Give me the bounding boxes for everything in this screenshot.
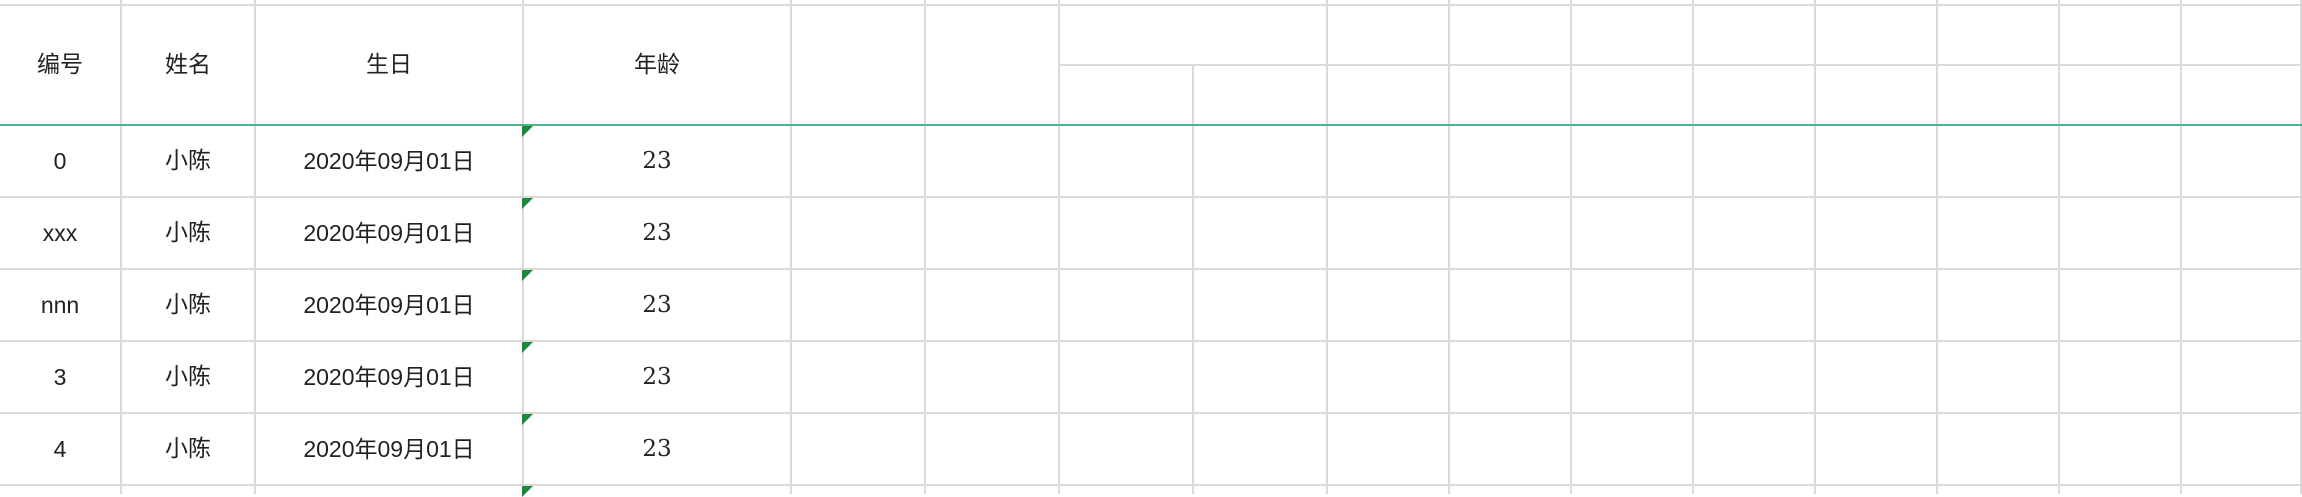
grid-line (1058, 0, 1060, 494)
comment-marker-icon (522, 198, 533, 209)
grid-line (0, 196, 2302, 198)
header-cell-id[interactable]: 编号 (37, 51, 83, 78)
cell-birthday[interactable]: 2020年09月01日 (303, 147, 475, 174)
comment-marker-icon (522, 342, 533, 353)
cell-id[interactable]: 4 (53, 435, 67, 462)
grid-line (0, 4, 2302, 6)
cell-name[interactable]: 小陈 (165, 435, 211, 462)
cell-id[interactable]: 3 (53, 363, 67, 390)
cell-id[interactable]: nnn (40, 291, 80, 318)
grid-line (0, 484, 2302, 486)
cell-age[interactable]: 23 (642, 219, 672, 246)
grid-line (2300, 0, 2302, 494)
header-cell-age[interactable]: 年龄 (634, 51, 680, 78)
cell-name[interactable]: 小陈 (165, 219, 211, 246)
grid-line (1814, 0, 1816, 494)
grid-line (1058, 64, 2302, 66)
cell-age[interactable]: 23 (642, 291, 672, 318)
header-separator-line (0, 124, 2302, 126)
cell-birthday[interactable]: 2020年09月01日 (303, 219, 475, 246)
cell-age[interactable]: 23 (642, 147, 672, 174)
cell-id[interactable]: xxx (42, 219, 78, 246)
cell-id[interactable]: 0 (53, 147, 67, 174)
grid-line (254, 0, 256, 494)
grid-line (0, 412, 2302, 414)
grid-line (1448, 0, 1450, 494)
grid-line (1692, 0, 1694, 494)
cell-name[interactable]: 小陈 (165, 147, 211, 174)
header-cell-birthday[interactable]: 生日 (366, 51, 412, 78)
grid-line (0, 268, 2302, 270)
grid-line (1570, 0, 1572, 494)
grid-line (522, 0, 524, 494)
grid-line (790, 0, 792, 494)
cell-name[interactable]: 小陈 (165, 291, 211, 318)
cell-age[interactable]: 23 (642, 363, 672, 390)
cell-birthday[interactable]: 2020年09月01日 (303, 363, 475, 390)
grid-line (924, 0, 926, 494)
cell-name[interactable]: 小陈 (165, 363, 211, 390)
comment-marker-icon (522, 126, 533, 137)
grid-line (2058, 0, 2060, 494)
grid-line (1936, 0, 1938, 494)
grid-line (1192, 64, 1194, 494)
cell-birthday[interactable]: 2020年09月01日 (303, 291, 475, 318)
grid-line (1326, 0, 1328, 494)
cell-age[interactable]: 23 (642, 435, 672, 462)
grid-line (2180, 0, 2182, 494)
header-cell-name[interactable]: 姓名 (165, 51, 211, 78)
grid-line (0, 340, 2302, 342)
comment-marker-icon (522, 486, 533, 497)
cell-birthday[interactable]: 2020年09月01日 (303, 435, 475, 462)
grid-line (120, 0, 122, 494)
comment-marker-icon (522, 270, 533, 281)
comment-marker-icon (522, 414, 533, 425)
